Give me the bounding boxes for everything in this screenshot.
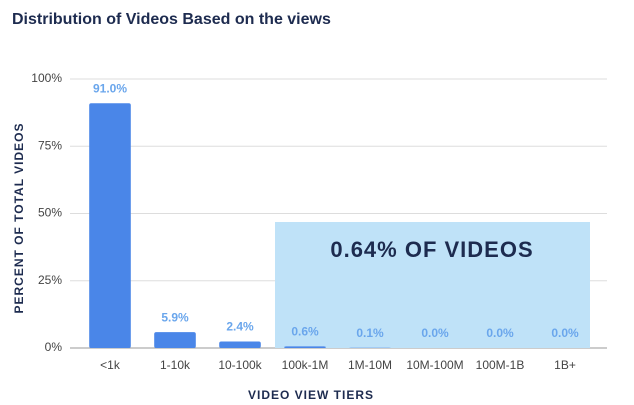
value-label: 0.0% — [421, 326, 449, 340]
x-tick-label: 10M-100M — [406, 358, 463, 372]
highlight-box — [275, 222, 590, 348]
x-tick-label: 100M-1B — [476, 358, 525, 372]
x-tick-label: 1-10k — [160, 358, 191, 372]
bar — [89, 103, 131, 349]
y-tick-label: 25% — [38, 273, 62, 287]
value-label: 2.4% — [226, 320, 254, 334]
annotation: 0.64% OF VIDEOS — [330, 237, 533, 262]
y-tick-label: 75% — [38, 138, 62, 152]
value-label: 5.9% — [161, 310, 189, 324]
x-axis-title: VIDEO VIEW TIERS — [248, 388, 374, 402]
value-label: 0.1% — [356, 326, 384, 340]
value-label: 0.0% — [551, 326, 579, 340]
y-tick-label: 100% — [31, 71, 62, 85]
y-tick-label: 0% — [45, 340, 63, 354]
chart-title: Distribution of Videos Based on the view… — [12, 11, 331, 28]
value-label: 91.0% — [93, 81, 127, 95]
value-label: 0.6% — [291, 325, 319, 339]
x-tick-label: 1M-10M — [348, 358, 392, 372]
x-tick-label: 1B+ — [554, 358, 576, 372]
y-axis-title: PERCENT OF TOTAL VIDEOS — [12, 122, 26, 313]
bar — [219, 341, 261, 348]
value-label: 0.0% — [486, 326, 514, 340]
y-tick-label: 50% — [38, 206, 62, 220]
x-tick-label: 100k-1M — [282, 358, 329, 372]
x-tick-label: 10-100k — [218, 358, 262, 372]
bar — [284, 346, 326, 348]
x-tick-label: <1k — [100, 358, 121, 372]
bar — [154, 332, 196, 348]
